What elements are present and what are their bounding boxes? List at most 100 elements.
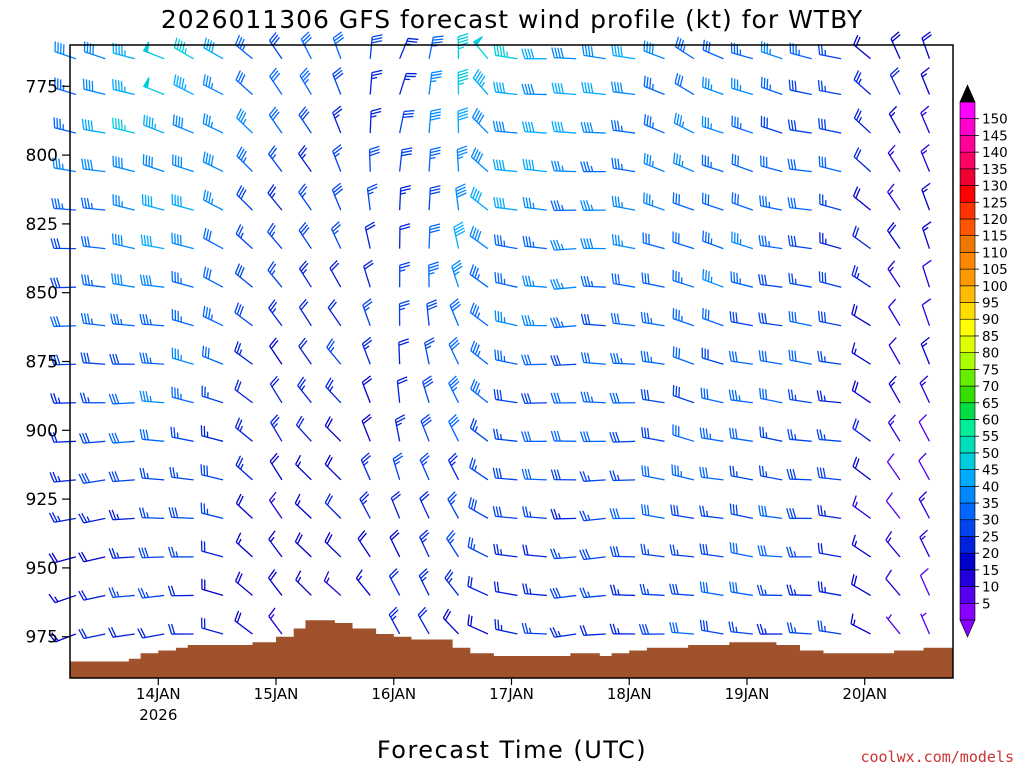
wind-barb <box>50 277 76 289</box>
colorbar-label: 105 <box>982 262 1008 278</box>
credit-link[interactable]: coolwx.com/models <box>860 748 1014 766</box>
wind-barb <box>610 119 636 134</box>
wind-barb <box>921 221 932 249</box>
wind-barb <box>269 375 283 404</box>
wind-barb <box>138 547 165 559</box>
wind-barb <box>295 570 312 596</box>
x-tick-label: 20JAN <box>842 685 887 703</box>
wind-barb <box>235 532 253 558</box>
wind-barb <box>672 346 695 365</box>
wind-barb <box>361 336 373 365</box>
wind-barb <box>494 272 518 288</box>
colorbar-segment <box>959 552 976 571</box>
wind-barb <box>674 72 695 96</box>
wind-barb <box>457 68 469 95</box>
colorbar-label: 110 <box>982 245 1008 261</box>
wind-barb <box>139 313 165 327</box>
wind-barb <box>52 157 76 173</box>
wind-barb <box>361 413 372 442</box>
wind-barb <box>817 504 842 520</box>
wind-barb <box>758 465 783 481</box>
wind-barb <box>419 529 430 558</box>
wind-barb <box>851 342 871 365</box>
colorbar-segment <box>959 335 976 353</box>
wind-barb <box>521 354 547 366</box>
wind-barb <box>493 234 518 250</box>
wind-barb <box>758 505 783 520</box>
wind-barb <box>295 454 312 481</box>
wind-barb <box>267 222 283 250</box>
wind-barb <box>51 197 76 211</box>
wind-barb <box>787 235 812 250</box>
wind-barb <box>641 426 665 442</box>
wind-barb <box>399 261 410 288</box>
wind-barb <box>448 336 460 365</box>
colorbar-segment <box>959 318 976 337</box>
wind-barb <box>200 540 224 558</box>
wind-barb <box>851 534 871 558</box>
wind-barb <box>521 83 547 96</box>
wind-barb <box>234 341 253 365</box>
wind-barb <box>850 613 871 635</box>
wind-barb <box>78 590 106 601</box>
wind-barb <box>442 608 459 635</box>
wind-barb <box>360 452 371 481</box>
wind-barb <box>611 195 636 211</box>
wind-barb <box>469 457 489 481</box>
wind-barb <box>669 544 695 558</box>
wind-barb <box>699 427 724 442</box>
wind-barb <box>818 155 842 173</box>
wind-barb <box>642 232 665 250</box>
wind-barb <box>580 121 606 134</box>
y-tick-label: 850 <box>26 284 58 304</box>
wind-barb <box>729 311 753 327</box>
colorbar-label: 95 <box>982 296 999 312</box>
wind-barb <box>492 120 518 134</box>
colorbar-segment <box>959 302 976 320</box>
wind-barb <box>267 184 283 211</box>
colorbar-segment <box>959 168 976 186</box>
wind-barb <box>236 108 253 134</box>
wind-barb <box>640 388 665 404</box>
colorbar-label: 145 <box>982 128 1008 144</box>
wind-barb <box>456 145 468 172</box>
wind-barb <box>579 200 606 211</box>
wind-barb <box>759 388 783 404</box>
colorbar-max-arrow <box>959 84 976 103</box>
wind-barb <box>730 271 754 288</box>
colorbar-label: 130 <box>982 179 1008 195</box>
colorbar-label: 140 <box>982 145 1008 161</box>
wind-barb <box>171 309 194 327</box>
wind-barb <box>428 35 444 59</box>
wind-barb <box>298 221 312 250</box>
wind-barb <box>672 308 695 327</box>
wind-barb <box>729 503 753 520</box>
wind-barb <box>234 417 253 442</box>
wind-barb <box>550 430 577 442</box>
wind-barb <box>234 302 253 327</box>
wind-barb <box>549 317 577 329</box>
wind-barb <box>787 119 812 134</box>
wind-barb <box>609 392 636 404</box>
wind-barb <box>112 155 135 173</box>
wind-barb <box>729 465 753 481</box>
wind-barb <box>235 224 253 250</box>
wind-barb <box>851 303 871 327</box>
wind-barb <box>83 41 106 60</box>
wind-barb <box>267 569 283 596</box>
wind-barb <box>394 414 406 442</box>
wind-barb <box>549 548 577 560</box>
wind-barb <box>522 506 547 520</box>
wind-barb <box>447 452 460 481</box>
wind-barb <box>609 546 636 558</box>
wind-barb <box>201 345 224 365</box>
wind-barb <box>851 264 871 288</box>
wind-barb <box>610 352 636 365</box>
wind-barb <box>852 418 871 442</box>
wind-barb <box>268 491 283 519</box>
wind-barb <box>551 47 577 60</box>
wind-barb <box>200 502 224 520</box>
wind-barb <box>369 107 382 134</box>
wind-barb <box>298 183 312 211</box>
wind-barb <box>137 587 165 599</box>
